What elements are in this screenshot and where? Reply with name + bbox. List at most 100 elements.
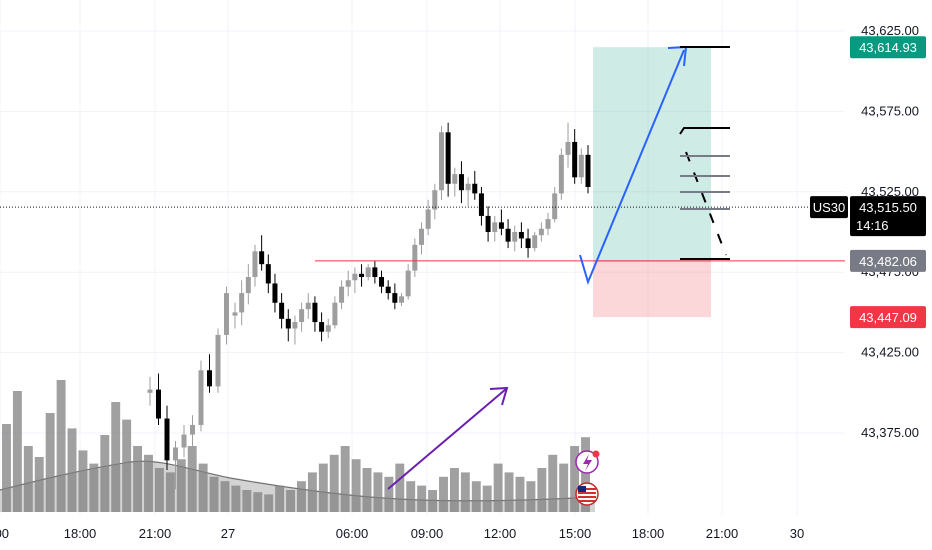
volume-bar xyxy=(449,468,459,512)
candle-body xyxy=(438,132,444,191)
drawings[interactable] xyxy=(0,45,845,490)
candle-body xyxy=(432,190,438,210)
volume-bar xyxy=(493,463,503,512)
lightning-bolt-icon xyxy=(575,450,600,474)
x-tick-label: 06:00 xyxy=(336,526,369,541)
candle-body xyxy=(458,174,464,191)
price-axis[interactable]: 43,625.0043,575.0043,525.0043,475.0043,4… xyxy=(861,23,919,440)
volume-bar xyxy=(297,481,306,512)
candle-body xyxy=(492,222,498,232)
candle-body xyxy=(305,302,311,310)
countdown-label: 14:16 xyxy=(856,218,889,233)
trend-arrow-head xyxy=(489,386,509,406)
candle-body xyxy=(505,228,511,242)
candle-body xyxy=(372,267,378,278)
candle-body xyxy=(173,447,178,461)
volume-bar xyxy=(439,476,448,512)
volume-bar xyxy=(340,446,350,512)
volume-bar xyxy=(362,468,372,512)
candle-body xyxy=(405,270,411,297)
volume-bar xyxy=(56,380,66,512)
candle-body xyxy=(512,232,518,242)
time-axis[interactable]: :00 18:00 21:00 27 06:00 09:00 12:00 15:00 18:00… xyxy=(0,526,804,541)
volume-bar xyxy=(264,494,274,512)
volume-bar xyxy=(275,485,285,512)
target-price-badge-label: 43,614.93 xyxy=(859,40,917,55)
candle-body xyxy=(292,322,298,329)
volume-bar xyxy=(78,450,88,512)
candle-body xyxy=(285,318,291,329)
volume-bar xyxy=(144,454,153,512)
candle-body xyxy=(345,280,351,287)
candle-body xyxy=(207,370,212,387)
candle-body xyxy=(365,267,371,278)
volume-bar xyxy=(2,424,11,512)
volume-bar xyxy=(559,463,569,512)
volume-bar xyxy=(526,481,536,512)
candle-body xyxy=(232,312,238,316)
volume-bar xyxy=(318,463,328,512)
y-tick-label: 43,375.00 xyxy=(861,425,919,440)
volume-bars xyxy=(2,380,590,512)
volume-bar xyxy=(198,463,208,512)
volume-bar xyxy=(428,490,438,512)
event-icons[interactable] xyxy=(575,450,600,506)
volume-bar xyxy=(581,437,590,512)
volume-bar xyxy=(504,472,514,512)
candle-body xyxy=(272,283,278,303)
volume-bar xyxy=(133,446,143,512)
candle-body xyxy=(525,238,531,249)
x-tick-label: 21:00 xyxy=(706,526,739,541)
stop-price-badge-label: 43,447.09 xyxy=(859,310,917,325)
flag-stripe-3 xyxy=(578,500,596,502)
candle-body xyxy=(472,183,478,194)
projection-top-bar xyxy=(679,127,730,135)
flag-stripe-0 xyxy=(578,488,596,490)
volume-bar xyxy=(242,490,252,512)
volume-bar xyxy=(471,481,481,512)
candle-body xyxy=(399,296,405,303)
projection-dashed xyxy=(685,151,727,256)
volume-bar xyxy=(34,457,44,512)
candle-body xyxy=(339,286,345,303)
candle-body xyxy=(518,232,524,239)
volume-bar xyxy=(460,472,470,512)
candle-body xyxy=(332,302,338,326)
x-tick-label: :00 xyxy=(0,526,9,541)
notification-dot xyxy=(592,450,600,458)
flag-canton xyxy=(578,486,586,492)
flag-stripe-1 xyxy=(578,492,596,494)
gridlines xyxy=(0,0,845,515)
volume-bar xyxy=(253,492,263,512)
volume-bar xyxy=(176,459,186,512)
volume-bar xyxy=(111,402,121,512)
candle-body xyxy=(245,277,251,294)
x-tick-label: 30 xyxy=(790,526,804,541)
x-tick-label: 21:00 xyxy=(139,526,172,541)
candle-body xyxy=(312,302,318,323)
volume-bar xyxy=(100,435,110,512)
symbol-badge-label: US30 xyxy=(813,200,846,215)
current-price-badge-label: 43,515.50 xyxy=(859,200,917,215)
candle-body xyxy=(498,222,504,229)
volume-bar xyxy=(220,481,230,512)
flag-stripe-2 xyxy=(578,496,596,498)
y-tick-label: 43,425.00 xyxy=(861,345,919,360)
candle-body xyxy=(252,251,258,278)
long-position-tool[interactable] xyxy=(593,47,711,318)
candlesticks xyxy=(147,122,591,490)
candle-body xyxy=(545,219,551,229)
volume-bar xyxy=(67,428,77,512)
candle-body xyxy=(265,264,271,284)
candle-body xyxy=(485,215,491,232)
candle-body xyxy=(325,325,331,332)
candle-body xyxy=(190,424,195,435)
us-flag-icon xyxy=(575,482,599,506)
volume-bar xyxy=(417,485,427,512)
candle-body xyxy=(445,132,451,184)
volume-bar xyxy=(23,446,33,512)
volume-bar xyxy=(122,419,132,512)
current-price-badge-bg xyxy=(850,196,926,237)
candle-body xyxy=(585,154,591,187)
